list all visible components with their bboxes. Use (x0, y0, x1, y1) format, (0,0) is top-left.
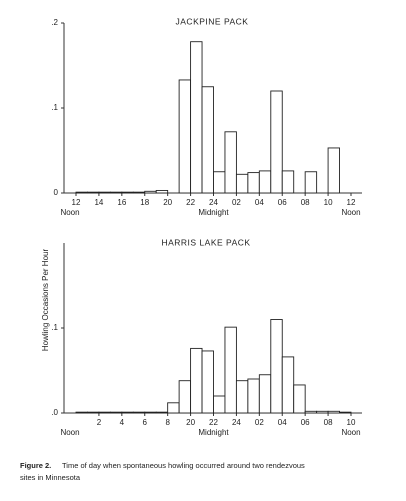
y-tick-label: .0 (51, 408, 58, 417)
bar (304, 171, 318, 194)
x-tick-label: 02 (255, 418, 264, 427)
bar (155, 189, 169, 194)
x-tick-label: 8 (165, 418, 170, 427)
x-tick-label: 06 (301, 418, 310, 427)
bar (121, 191, 134, 194)
bar (281, 356, 295, 414)
bar (178, 380, 192, 414)
x-tick-label: 22 (209, 418, 218, 427)
figure-label: Figure 2. (20, 461, 51, 470)
x-tick-label: 08 (301, 198, 310, 207)
bar (201, 350, 214, 414)
bar (304, 410, 318, 414)
bar (213, 395, 226, 414)
bar (281, 170, 295, 194)
bar (258, 170, 272, 194)
bar (75, 191, 88, 194)
bar (224, 131, 237, 194)
bar (201, 86, 214, 194)
bar (98, 191, 111, 194)
x-tick-label: 10 (324, 198, 333, 207)
bar (327, 410, 340, 414)
x-tick-label: 04 (278, 418, 287, 427)
bar (109, 411, 123, 414)
bar (247, 378, 260, 414)
x-tick-label: 16 (117, 198, 126, 207)
bar (190, 41, 203, 194)
x-annotation: Midnight (198, 208, 229, 217)
bar (235, 173, 249, 194)
y-axis-label: Howling Occasions Per Hour (41, 249, 50, 352)
x-tick-label: 20 (186, 418, 195, 427)
x-annotation: Noon (60, 428, 79, 437)
bar (178, 79, 192, 194)
y-tick-label: .2 (51, 18, 58, 27)
bar (316, 410, 329, 414)
x-tick-label: 6 (143, 418, 148, 427)
bar (87, 411, 100, 414)
bar (258, 374, 272, 414)
x-annotation: Midnight (198, 428, 229, 437)
bar (327, 147, 340, 194)
bar (247, 172, 260, 194)
bar (155, 411, 169, 414)
bar (109, 191, 123, 194)
bar (144, 411, 157, 414)
caption-line: Time of day when spontaneous howling occ… (62, 461, 305, 470)
y-tick-label: 0 (54, 188, 59, 197)
x-tick-label: 24 (209, 198, 218, 207)
bar (224, 326, 237, 414)
bar (87, 191, 100, 194)
x-tick-label: 2 (97, 418, 102, 427)
chart-title: HARRIS LAKE PACK (161, 237, 250, 247)
x-tick-label: 18 (140, 198, 149, 207)
x-tick-label: 02 (232, 198, 241, 207)
x-tick-label: 14 (94, 198, 103, 207)
bar (339, 411, 352, 414)
x-annotation: Noon (60, 208, 79, 217)
x-tick-label: 4 (120, 418, 125, 427)
bar (270, 90, 283, 194)
x-tick-label: 12 (72, 198, 81, 207)
bar (270, 319, 283, 414)
x-tick-label: 24 (232, 418, 241, 427)
bar (190, 347, 203, 414)
bar (293, 384, 306, 414)
x-annotation: Noon (341, 208, 360, 217)
bar (132, 411, 146, 414)
x-tick-label: 22 (186, 198, 195, 207)
x-tick-label: 08 (324, 418, 333, 427)
x-tick-label: 20 (163, 198, 172, 207)
bar (167, 402, 180, 414)
x-tick-label: 06 (278, 198, 287, 207)
x-tick-label: 10 (347, 418, 356, 427)
bar (75, 411, 88, 414)
bar (235, 380, 249, 414)
x-tick-label: 04 (255, 198, 264, 207)
bar (98, 411, 111, 414)
bar (132, 191, 146, 194)
chart-title: JACKPINE PACK (176, 16, 249, 26)
y-tick-label: .1 (51, 323, 58, 332)
bar (144, 190, 157, 194)
x-annotation: Noon (341, 428, 360, 437)
y-tick-label: .1 (51, 103, 58, 112)
caption-line: sites in Minnesota (20, 473, 81, 482)
bar (121, 411, 134, 414)
bar (213, 171, 226, 194)
x-tick-label: 12 (347, 198, 356, 207)
